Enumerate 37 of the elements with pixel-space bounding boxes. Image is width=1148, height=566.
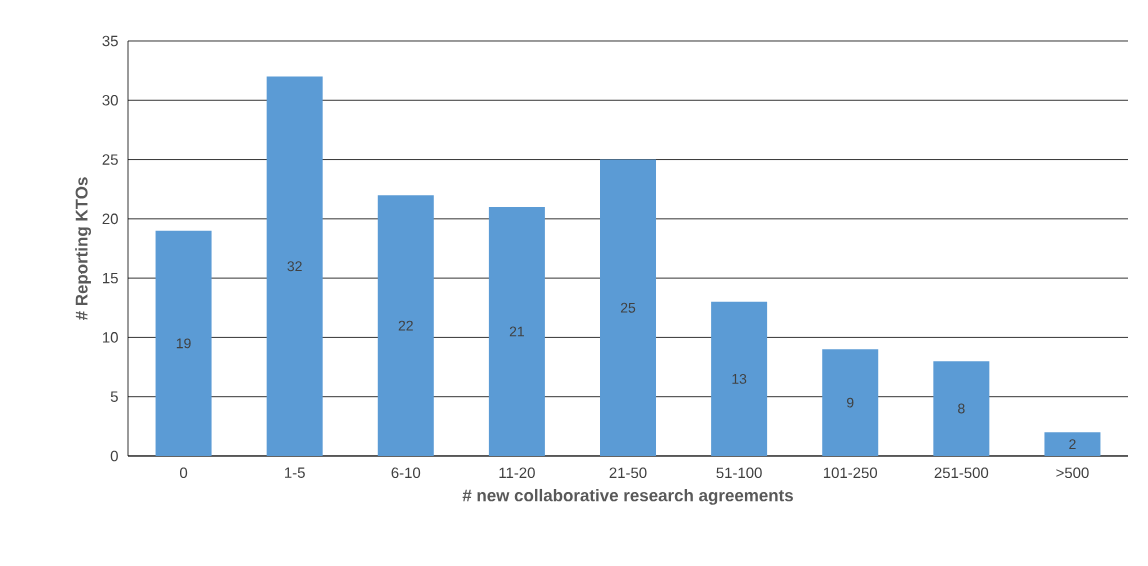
x-tick-label: 251-500: [934, 467, 989, 479]
data-label: 19: [176, 338, 191, 349]
y-tick-label: 20: [102, 213, 118, 225]
x-axis-title: # new collaborative research agreements: [462, 488, 793, 505]
y-tick-label: 15: [103, 272, 118, 284]
y-tick-label: 0: [110, 450, 118, 462]
data-label: 2: [1069, 439, 1076, 449]
data-label: 25: [620, 302, 636, 313]
y-tick-label: 30: [102, 94, 118, 106]
bar: [711, 301, 768, 456]
data-label: 22: [398, 320, 413, 331]
y-tick-label: 35: [102, 35, 118, 47]
data-label: 21: [509, 326, 524, 337]
data-label: 9: [847, 397, 854, 408]
x-tick-label: 51-100: [716, 467, 762, 479]
data-label: 13: [732, 373, 747, 384]
x-tick-label: 101-250: [823, 467, 878, 479]
y-tick-label: 25: [102, 154, 118, 165]
y-tick-label: 5: [110, 391, 118, 402]
x-tick-label: 1-5: [285, 467, 305, 478]
data-label: 32: [287, 261, 302, 272]
x-tick-label: 11-20: [499, 467, 535, 479]
x-tick-label: 0: [179, 467, 188, 479]
x-tick-label: >500: [1056, 467, 1089, 479]
x-tick-label: 21-50: [609, 467, 647, 479]
bar: [377, 195, 434, 456]
x-tick-label: 6-10: [391, 467, 421, 479]
bar: [488, 206, 545, 456]
bar: [1044, 432, 1101, 456]
bar: [933, 361, 990, 456]
bar: [266, 76, 323, 456]
bar: [600, 159, 657, 456]
bar: [822, 349, 879, 456]
data-label: 8: [958, 403, 965, 414]
y-axis-title: # Reporting KTOs: [75, 177, 92, 321]
y-tick-label: 10: [103, 332, 118, 343]
bar: [155, 230, 212, 456]
